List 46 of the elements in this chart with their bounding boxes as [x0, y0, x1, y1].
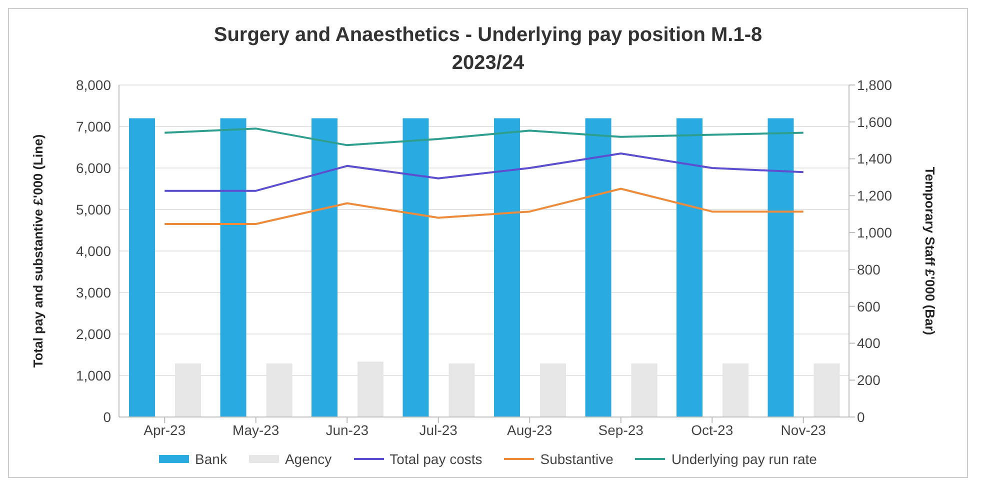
- y2-tick-label: 400: [857, 335, 881, 352]
- x-tick-label: May-23: [232, 422, 280, 438]
- y2-tick-label: 1,000: [857, 224, 892, 241]
- legend-label: Bank: [195, 451, 227, 467]
- y-tick-label: 1,000: [76, 367, 112, 384]
- legend-label: Agency: [284, 451, 332, 467]
- x-tick-label: Oct-23: [691, 422, 734, 438]
- x-tick-label: Nov-23: [780, 422, 826, 438]
- y-tick-label: 6,000: [76, 160, 112, 176]
- y2-tick-label: 800: [857, 261, 881, 278]
- y2-tick-label: 1,400: [857, 150, 892, 167]
- y2-tick-label: 1,800: [857, 76, 892, 93]
- line-series: [164, 188, 804, 226]
- y-tick-label: 5,000: [76, 201, 112, 218]
- y-tick-label: 8,000: [76, 76, 112, 93]
- chart-title: Surgery and Anaesthetics - Underlying pay position M.1-8 2023/24: [212, 23, 764, 76]
- y2-tick-label: 1,200: [857, 188, 892, 204]
- y2-tick-label: 1,600: [857, 114, 892, 130]
- y-tick-label: 4,000: [76, 242, 112, 259]
- bar: [312, 118, 338, 417]
- y2-tick-label: 200: [857, 372, 881, 388]
- bar: [585, 118, 612, 417]
- y-axis-title: Total pay and substantive £'000 (Line): [30, 134, 46, 368]
- y-tick-label: 7,000: [76, 118, 112, 134]
- bar: [676, 118, 702, 417]
- x-tick-label: Jul-23: [419, 422, 458, 438]
- x-tick-label: Sep-23: [598, 422, 644, 438]
- y-tick-label: 3,000: [76, 284, 112, 300]
- legend-label: Substantive: [540, 451, 614, 467]
- y2-tick-label: 600: [857, 298, 881, 314]
- bar: [129, 118, 155, 417]
- line-series: [164, 152, 804, 192]
- y-tick-label: 0: [103, 408, 112, 425]
- legend-label: Total pay costs: [390, 451, 482, 467]
- line-series: [164, 128, 804, 146]
- legend-label: Underlying pay run rate: [671, 451, 817, 467]
- y2-tick-label: 0: [857, 408, 865, 425]
- bar: [220, 118, 246, 417]
- x-tick-label: Aug-23: [507, 422, 552, 438]
- x-tick-label: Apr-23: [144, 422, 186, 438]
- y-tick-label: 2,000: [76, 326, 112, 342]
- bar: [494, 118, 520, 417]
- bar: [402, 118, 429, 417]
- y2-axis-title: Temporary Staff £'000 (Bar): [922, 166, 938, 336]
- x-tick-label: Jun-23: [326, 422, 369, 438]
- bar: [768, 118, 794, 417]
